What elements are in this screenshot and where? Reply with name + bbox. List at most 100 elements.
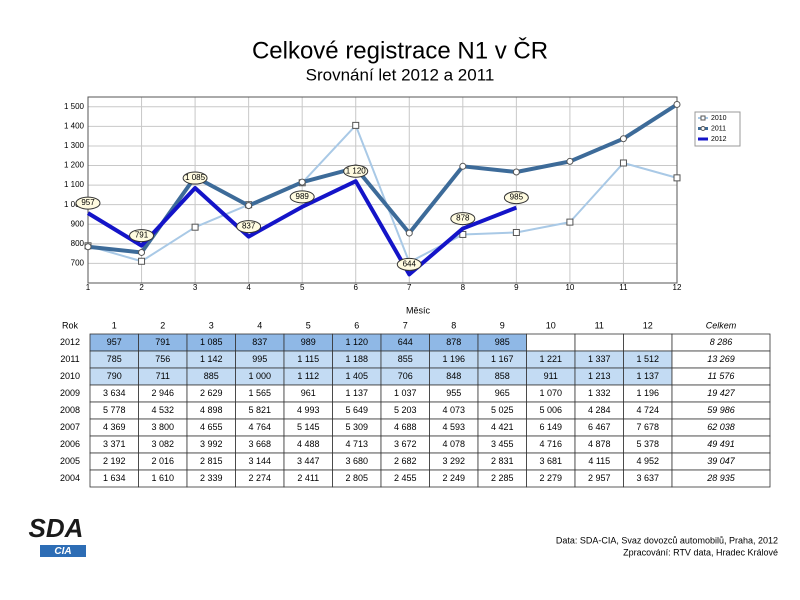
y-tick-label: 900	[71, 219, 85, 228]
table-value: 2 285	[491, 473, 514, 483]
table-value: 13 269	[707, 354, 735, 364]
point-marker	[138, 248, 146, 256]
table-header: 11	[595, 320, 604, 330]
source-line: Data: SDA-CIA, Svaz dovozců automobilů, …	[556, 535, 778, 545]
table-value: 848	[446, 371, 461, 381]
table-value: 2 279	[539, 473, 562, 483]
y-tick-label: 800	[71, 239, 85, 248]
table-value: 8 286	[710, 337, 733, 347]
table-value: 885	[204, 371, 219, 381]
table-cell	[574, 333, 624, 352]
table-value: 4 713	[345, 439, 368, 449]
source-line: Zpracování: RTV data, Hradec Králové	[623, 547, 778, 557]
legend-label: 2012	[711, 136, 727, 143]
table-value: 1 037	[394, 388, 417, 398]
data-label-bubble	[129, 229, 155, 243]
table-value: 3 447	[297, 456, 320, 466]
table-value: 1 142	[200, 354, 223, 364]
point-marker	[673, 100, 681, 108]
table-value: 4 764	[248, 422, 271, 432]
point-marker	[566, 218, 574, 226]
point-marker	[405, 229, 413, 237]
table-value: 3 637	[636, 473, 659, 483]
point-marker	[138, 257, 146, 265]
data-label-bubble	[236, 220, 262, 234]
table-value: 965	[495, 388, 510, 398]
table-value: 5 006	[539, 405, 562, 415]
data-label: 1 085	[185, 173, 206, 182]
y-tick-label: 1 000	[64, 200, 85, 209]
data-label-bubble	[343, 164, 369, 178]
table-value: 2 016	[151, 456, 174, 466]
table-header: 1	[112, 320, 117, 330]
y-tick-label: 1 100	[64, 180, 85, 189]
chart-title: Celkové registrace N1 v ČR	[252, 36, 548, 64]
table-year: 2011	[60, 354, 79, 364]
table-value: 19 427	[707, 388, 736, 398]
table-value: 711	[156, 371, 170, 381]
data-label-bubble	[503, 191, 529, 205]
table-value: 1 221	[539, 354, 562, 364]
x-tick-label: 9	[514, 283, 519, 292]
table-year: 2005	[60, 456, 80, 466]
table-value: 2 805	[345, 473, 368, 483]
table-value: 59 986	[707, 405, 735, 415]
table-year: 2006	[60, 439, 80, 449]
data-label: 1 120	[346, 166, 367, 175]
table-value: 4 115	[588, 456, 610, 466]
y-tick-label: 1 200	[64, 161, 85, 170]
table-value: 791	[155, 337, 170, 347]
x-tick-label: 10	[565, 283, 574, 292]
table-cell	[623, 333, 673, 352]
table-year: 2007	[60, 422, 80, 432]
x-tick-label: 4	[246, 283, 251, 292]
table-value: 39 047	[707, 456, 736, 466]
x-tick-label: 2	[139, 283, 144, 292]
table-header: Rok	[62, 320, 79, 330]
series-line	[86, 179, 518, 277]
table-value: 5 778	[103, 405, 126, 415]
table-value: 756	[155, 354, 170, 364]
table-value: 989	[301, 337, 316, 347]
table-value: 62 038	[707, 422, 735, 432]
data-label-bubble	[182, 171, 208, 185]
series-line	[87, 102, 679, 255]
table-value: 4 284	[588, 405, 611, 415]
table-value: 2 249	[442, 473, 465, 483]
point-marker	[512, 168, 520, 176]
table-value: 5 203	[394, 405, 417, 415]
table-value: 4 878	[588, 439, 611, 449]
table-value: 3 681	[539, 456, 562, 466]
data-label: 989	[296, 192, 310, 201]
x-tick-label: 11	[619, 283, 628, 292]
data-label: 791	[135, 231, 149, 240]
table-value: 5 145	[297, 422, 320, 432]
point-marker	[245, 202, 253, 210]
table-value: 2 411	[297, 473, 319, 483]
data-label: 957	[81, 198, 95, 207]
table-value: 961	[301, 388, 316, 398]
data-label-bubble	[75, 196, 101, 210]
table-value: 1 565	[248, 388, 271, 398]
x-tick-label: 7	[407, 283, 412, 292]
point-marker	[673, 174, 681, 182]
logo-main: SDA	[29, 513, 84, 543]
table-value: 6 149	[539, 422, 562, 432]
legend-marker	[700, 126, 706, 131]
table-value: 4 655	[200, 422, 223, 432]
table-year: 2012	[60, 337, 80, 347]
table-value: 878	[446, 337, 461, 347]
table-year: 2004	[60, 473, 80, 483]
table-value: 1 512	[636, 354, 659, 364]
table-value: 5 649	[345, 405, 368, 415]
table-value: 3 668	[248, 439, 271, 449]
point-marker	[619, 159, 627, 167]
table-value: 2 957	[588, 473, 611, 483]
table-value: 2 682	[394, 456, 417, 466]
table-header: 6	[354, 320, 359, 330]
point-marker	[459, 162, 467, 170]
table-value: 5 821	[248, 405, 271, 415]
table-header: 5	[306, 320, 311, 330]
table-value: 1 188	[345, 354, 368, 364]
